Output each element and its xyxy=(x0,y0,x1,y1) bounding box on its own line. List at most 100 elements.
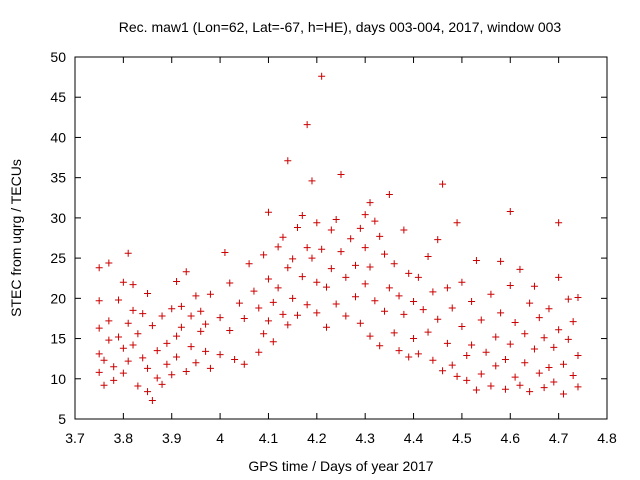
data-points xyxy=(95,72,582,404)
x-tick-label: 4.5 xyxy=(452,430,472,446)
data-point-marker xyxy=(274,243,282,251)
y-tick-label: 35 xyxy=(50,170,66,186)
x-tick-label: 4.7 xyxy=(549,430,569,446)
y-tick-label: 5 xyxy=(58,411,66,427)
data-point-marker xyxy=(187,343,195,351)
data-point-marker xyxy=(284,321,292,329)
x-tick-label: 4.1 xyxy=(259,430,279,446)
data-point-marker xyxy=(153,347,161,355)
data-point-marker xyxy=(192,359,200,367)
y-tick-label: 45 xyxy=(50,89,66,105)
data-point-marker xyxy=(506,207,514,215)
data-point-marker xyxy=(569,318,577,326)
data-point-marker xyxy=(400,310,408,318)
data-point-marker xyxy=(163,339,171,347)
data-point-marker xyxy=(327,226,335,234)
data-point-marker xyxy=(293,311,301,319)
x-tick-label: 4 xyxy=(216,430,224,446)
data-point-marker xyxy=(550,378,558,386)
data-point-marker xyxy=(400,226,408,234)
data-point-marker xyxy=(352,261,360,269)
data-point-marker xyxy=(255,304,263,312)
data-point-marker xyxy=(434,236,442,244)
data-point-marker xyxy=(284,264,292,272)
data-point-marker xyxy=(511,318,519,326)
data-point-marker xyxy=(376,342,384,350)
data-point-marker xyxy=(260,251,268,259)
y-tick-label: 50 xyxy=(50,49,66,65)
data-point-marker xyxy=(405,353,413,361)
data-point-marker xyxy=(95,350,103,358)
data-point-marker xyxy=(559,360,567,368)
data-point-marker xyxy=(540,384,548,392)
data-point-marker xyxy=(463,376,471,384)
data-point-marker xyxy=(182,268,190,276)
data-point-marker xyxy=(327,265,335,273)
data-point-marker xyxy=(472,257,480,265)
data-point-marker xyxy=(318,72,326,80)
data-point-marker xyxy=(322,283,330,291)
data-point-marker xyxy=(337,170,345,178)
data-point-marker xyxy=(458,322,466,330)
data-point-marker xyxy=(574,383,582,391)
data-point-marker xyxy=(555,219,563,227)
y-tick-label: 15 xyxy=(50,331,66,347)
data-point-marker xyxy=(240,360,248,368)
data-point-marker xyxy=(197,307,205,315)
data-point-marker xyxy=(487,382,495,390)
x-axis-label: GPS time / Days of year 2017 xyxy=(248,458,433,474)
data-point-marker xyxy=(443,339,451,347)
x-tick-label: 4.3 xyxy=(355,430,375,446)
data-point-marker xyxy=(231,355,239,363)
data-point-marker xyxy=(202,320,210,328)
data-point-marker xyxy=(119,369,127,377)
data-point-marker xyxy=(526,388,534,396)
x-tick-label: 4.2 xyxy=(307,430,327,446)
data-point-marker xyxy=(410,335,418,343)
data-point-marker xyxy=(289,294,297,302)
data-point-marker xyxy=(144,364,152,372)
data-point-marker xyxy=(463,351,471,359)
data-point-marker xyxy=(424,328,432,336)
data-point-marker xyxy=(173,332,181,340)
data-point-marker xyxy=(434,315,442,323)
data-point-marker xyxy=(390,260,398,268)
data-point-marker xyxy=(530,282,538,290)
data-point-marker xyxy=(313,278,321,286)
data-point-marker xyxy=(303,301,311,309)
data-point-marker xyxy=(472,386,480,394)
data-point-marker xyxy=(313,309,321,317)
data-point-marker xyxy=(163,360,171,368)
data-point-marker xyxy=(279,233,287,241)
x-tick-label: 4.6 xyxy=(501,430,521,446)
data-point-marker xyxy=(564,295,572,303)
data-point-marker xyxy=(530,345,538,353)
data-point-marker xyxy=(453,219,461,227)
data-point-marker xyxy=(564,335,572,343)
data-point-marker xyxy=(555,273,563,281)
data-point-marker xyxy=(124,249,132,257)
data-point-marker xyxy=(313,219,321,227)
data-point-marker xyxy=(279,310,287,318)
data-point-marker xyxy=(168,305,176,313)
data-point-marker xyxy=(318,245,326,253)
data-point-marker xyxy=(559,390,567,398)
data-point-marker xyxy=(366,263,374,271)
data-point-marker xyxy=(95,264,103,272)
data-point-marker xyxy=(95,324,103,332)
data-point-marker xyxy=(308,177,316,185)
data-point-marker xyxy=(182,368,190,376)
data-point-marker xyxy=(100,356,108,364)
data-point-marker xyxy=(158,380,166,388)
data-point-marker xyxy=(395,292,403,300)
x-axis-ticks: 3.7 3.8 3.9 4 4.1 4.2 4.3 4.4 4.5 4.6 4.7 4.8 xyxy=(65,57,617,446)
data-point-marker xyxy=(516,381,524,389)
data-point-marker xyxy=(477,316,485,324)
data-point-marker xyxy=(148,396,156,404)
data-point-marker xyxy=(216,351,224,359)
data-point-marker xyxy=(506,340,514,348)
data-point-marker xyxy=(458,278,466,286)
data-point-marker xyxy=(337,248,345,256)
data-point-marker xyxy=(453,372,461,380)
